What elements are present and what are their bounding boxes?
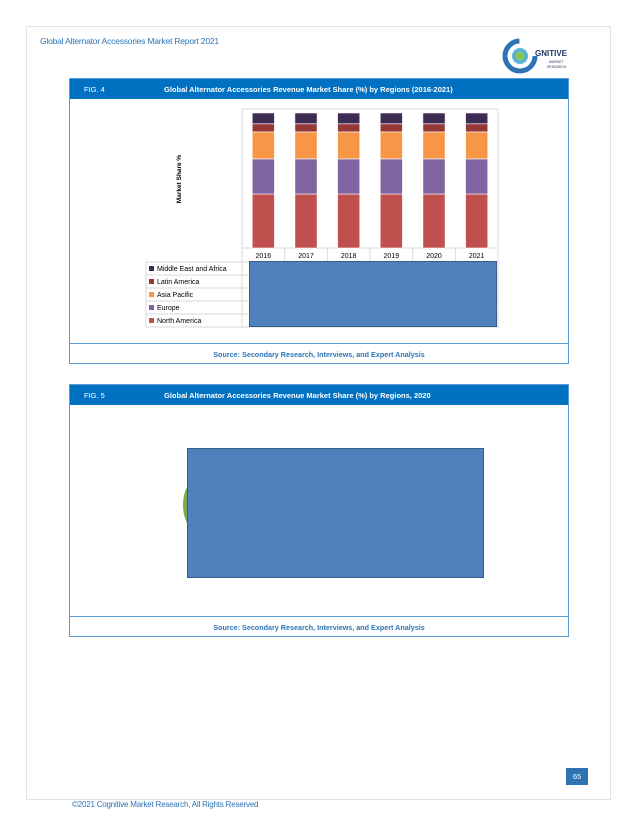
bar-north-america-2017 [294, 193, 318, 249]
bar-europe-2019 [379, 158, 403, 195]
figure-4-header: FIG. 4 Global Alternator Accessories Rev… [70, 79, 568, 99]
bar-middle-east-and-africa-2019 [379, 112, 403, 125]
x-tick-label-2019: 2019 [384, 253, 400, 260]
legend-label-europe: Europe [157, 305, 180, 312]
logo-text-sub1: MARKET [549, 60, 564, 64]
x-tick-label-2021: 2021 [469, 253, 485, 260]
bar-north-america-2018 [337, 193, 361, 249]
bar-asia-pacific-2018 [337, 131, 361, 160]
report-header-title: Global Alternator Accessories Market Rep… [40, 36, 219, 46]
plot-area [241, 108, 499, 249]
bar-north-america-2020 [422, 193, 446, 249]
x-tick-label-2016: 2016 [256, 253, 272, 260]
page-border [26, 26, 611, 800]
bar-asia-pacific-2017 [294, 131, 318, 160]
bar-latin-america-2021 [465, 123, 489, 133]
bar-latin-america-2019 [379, 123, 403, 133]
redacted-data-table-overlay [249, 261, 497, 327]
bar-asia-pacific-2019 [379, 131, 403, 160]
bar-latin-america-2016 [251, 123, 275, 133]
bar-latin-america-2017 [294, 123, 318, 133]
y-axis-label: Market Share % [176, 155, 183, 204]
x-tick-label-2020: 2020 [426, 253, 442, 260]
company-logo: GNITIVE MARKET RESEARCH [502, 38, 568, 74]
bar-middle-east-and-africa-2016 [251, 112, 275, 125]
logo-text-sub2: RESEARCH [547, 65, 567, 69]
figure-4-body: Market Share % 2016 2017 2018 2019 2020 2021 Mi… [70, 99, 568, 344]
bar-europe-2018 [337, 158, 361, 195]
bar-europe-2016 [251, 158, 275, 195]
bar-europe-2020 [422, 158, 446, 195]
figure-5-header: FIG. 5 Global Alternator Accessories Rev… [70, 385, 568, 405]
bar-europe-2021 [465, 158, 489, 195]
bar-middle-east-and-africa-2020 [422, 112, 446, 125]
figure-5-label: FIG. 5 [84, 390, 105, 400]
bar-asia-pacific-2016 [251, 131, 275, 160]
bar-europe-2017 [294, 158, 318, 195]
bar-north-america-2021 [465, 193, 489, 249]
x-tick-label-2018: 2018 [341, 253, 357, 260]
bar-middle-east-and-africa-2021 [465, 112, 489, 125]
bar-latin-america-2020 [422, 123, 446, 133]
redacted-pie-overlay [187, 448, 484, 578]
legend-swatch-north-america [149, 318, 154, 323]
bar-asia-pacific-2021 [465, 131, 489, 160]
figure-4-source: Source: Secondary Research, Interviews, … [213, 349, 425, 359]
bar-middle-east-and-africa-2017 [294, 112, 318, 125]
figure-5-source: Source: Secondary Research, Interviews, … [213, 622, 425, 632]
bar-latin-america-2018 [337, 123, 361, 133]
footer-copyright: ©2021 Cognitive Market Research, All Rig… [72, 800, 259, 809]
legend-swatch-asia-pacific [149, 292, 154, 297]
bar-middle-east-and-africa-2018 [337, 112, 361, 125]
bar-north-america-2019 [379, 193, 403, 249]
bar-asia-pacific-2020 [422, 131, 446, 160]
x-tick-label-2017: 2017 [298, 253, 314, 260]
figure-4-title: Global Alternator Accessories Revenue Ma… [164, 84, 453, 94]
stacked-bar-chart: Market Share % 2016 2017 2018 2019 2020 2021 Mi… [145, 108, 499, 328]
figure-5: FIG. 5 Global Alternator Accessories Rev… [69, 384, 569, 637]
legend-label-middle-east-and-africa: Middle East and Africa [157, 266, 227, 273]
figure-4-label: FIG. 4 [84, 84, 105, 94]
figure-5-title: Global Alternator Accessories Revenue Ma… [164, 390, 431, 400]
logo-text-main: GNITIVE [535, 49, 568, 58]
figure-4: FIG. 4 Global Alternator Accessories Rev… [69, 78, 569, 364]
legend-swatch-latin-america [149, 279, 154, 284]
figure-5-body [70, 405, 568, 617]
page-number: 65 [566, 768, 588, 785]
legend-label-latin-america: Latin America [157, 279, 200, 286]
bar-north-america-2016 [251, 193, 275, 249]
legend-label-asia-pacific: Asia Pacific [157, 292, 194, 299]
legend-swatch-europe [149, 305, 154, 310]
legend-label-north-america: North America [157, 318, 201, 325]
legend-swatch-middle-east-and-africa [149, 266, 154, 271]
